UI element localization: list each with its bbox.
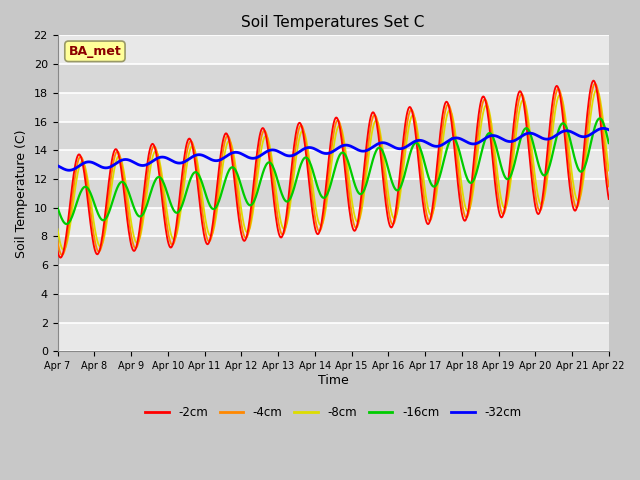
Bar — [58, 121, 609, 150]
X-axis label: Time: Time — [318, 374, 349, 387]
Title: Soil Temperatures Set C: Soil Temperatures Set C — [241, 15, 425, 30]
Bar — [58, 179, 609, 208]
Legend: -2cm, -4cm, -8cm, -16cm, -32cm: -2cm, -4cm, -8cm, -16cm, -32cm — [140, 401, 526, 424]
Bar — [58, 7, 609, 36]
Bar — [58, 64, 609, 93]
Bar — [58, 294, 609, 323]
Bar — [58, 237, 609, 265]
Text: BA_met: BA_met — [68, 45, 122, 58]
Y-axis label: Soil Temperature (C): Soil Temperature (C) — [15, 129, 28, 258]
